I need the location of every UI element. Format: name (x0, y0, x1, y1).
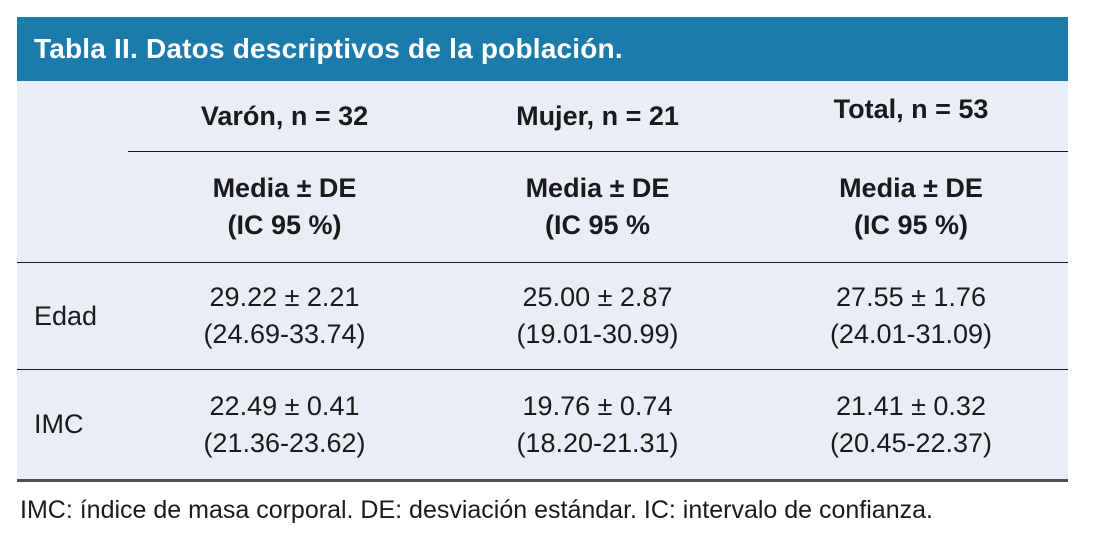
cell-imc-mujer-ci: (18.20-21.31) (516, 427, 679, 458)
cell-edad-varon-mean: 29.22 ± 2.21 (209, 282, 360, 312)
subheader-varon-line2: (IC 95 %) (227, 210, 342, 240)
data-table: Varón, n = 32 Mujer, n = 21 Total, n = 5… (17, 81, 1068, 482)
row-label-edad: Edad (17, 263, 128, 370)
table-footnote: IMC: índice de masa corporal. DE: desvia… (20, 496, 933, 524)
cell-edad-mujer: 25.00 ± 2.87 (19.01-30.99) (441, 263, 754, 370)
cell-imc-varon-ci: (21.36-23.62) (203, 427, 366, 458)
column-header-mujer: Mujer, n = 21 (441, 81, 754, 152)
column-header-varon-label: Varón, n = 32 (200, 100, 369, 131)
subheader-total: Media ± DE (IC 95 %) (754, 152, 1068, 263)
table-container: Tabla II. Datos descriptivos de la pobla… (17, 17, 1068, 482)
cell-edad-total-ci: (24.01-31.09) (829, 319, 993, 349)
cell-imc-varon: 22.49 ± 0.41 (21.36-23.62) (128, 370, 441, 482)
cell-edad-mujer-mean: 25.00 ± 2.87 (522, 282, 673, 312)
subheader-mujer-line2: (IC 95 % (544, 210, 651, 240)
cell-imc-mujer-mean: 19.76 ± 0.74 (522, 390, 673, 421)
cell-edad-varon-ci: (24.69-33.74) (203, 319, 366, 349)
column-header-mujer-label: Mujer, n = 21 (516, 100, 679, 131)
corner-empty-cell (17, 81, 128, 152)
cell-imc-total-mean: 21.41 ± 0.32 (836, 390, 986, 421)
subheader-total-line2: (IC 95 %) (853, 210, 969, 240)
table-title-bar: Tabla II. Datos descriptivos de la pobla… (17, 17, 1068, 81)
subheader-mujer: Media ± DE (IC 95 % (441, 152, 754, 263)
cell-imc-total-ci: (20.45-22.37) (829, 427, 993, 458)
subheader-varon: Media ± DE (IC 95 %) (128, 152, 441, 263)
subheader-total-line1: Media ± DE (839, 173, 983, 203)
subheader-empty-cell (17, 152, 128, 263)
column-header-total-label: Total, n = 53 (833, 93, 989, 124)
cell-edad-total: 27.55 ± 1.76 (24.01-31.09) (754, 263, 1068, 370)
subheader-varon-line1: Media ± DE (212, 173, 357, 203)
cell-imc-varon-mean: 22.49 ± 0.41 (209, 390, 360, 421)
cell-edad-varon: 29.22 ± 2.21 (24.69-33.74) (128, 263, 441, 370)
row-label-edad-text: Edad (34, 300, 98, 331)
row-label-imc: IMC (17, 370, 128, 482)
cell-imc-total: 21.41 ± 0.32 (20.45-22.37) (754, 370, 1068, 482)
cell-imc-mujer: 19.76 ± 0.74 (18.20-21.31) (441, 370, 754, 482)
subheader-mujer-line1: Media ± DE (525, 173, 670, 203)
table-title: Tabla II. Datos descriptivos de la pobla… (34, 33, 623, 64)
cell-edad-mujer-ci: (19.01-30.99) (516, 319, 679, 349)
cell-edad-total-mean: 27.55 ± 1.76 (836, 282, 986, 312)
row-label-imc-text: IMC (34, 409, 84, 439)
column-header-varon: Varón, n = 32 (128, 81, 441, 152)
column-header-total: Total, n = 53 (754, 81, 1068, 152)
